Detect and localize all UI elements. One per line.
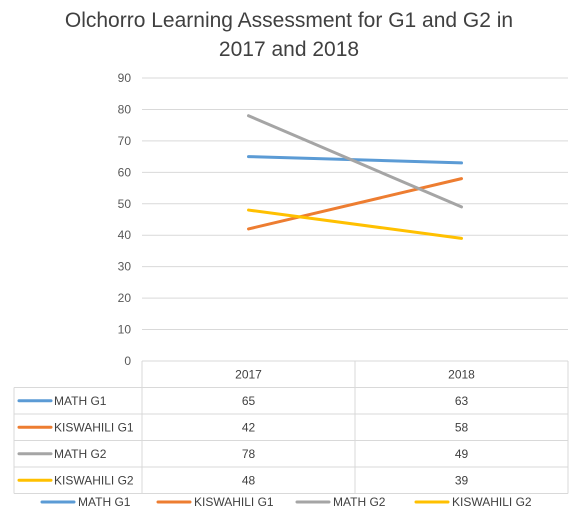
- y-tick-label: 40: [118, 228, 132, 242]
- y-tick-label: 70: [118, 134, 132, 148]
- legend-label: MATH G2: [333, 495, 386, 509]
- gridlines: [142, 77, 568, 331]
- chart-title-line-1: Olchorro Learning Assessment for G1 and …: [64, 9, 514, 32]
- data-label: 78: [242, 447, 256, 461]
- data-label: 49: [455, 447, 469, 461]
- chart-title: Olchorro Learning Assessment for G1 and …: [0, 6, 578, 64]
- x-tick-label: 2017: [235, 367, 262, 381]
- series-lines: [247, 114, 463, 240]
- legend-label: KISWAHILI G2: [452, 495, 532, 509]
- series-line-math-g2: [247, 114, 463, 209]
- y-axis-ticks: 0 10 20 30 40 50 60 70 80 90: [118, 71, 132, 368]
- data-label: 63: [455, 394, 469, 408]
- y-tick-label: 10: [118, 323, 132, 337]
- data-label: 65: [242, 394, 256, 408]
- data-label: 39: [455, 473, 469, 487]
- table-series-label: KISWAHILI G1: [54, 420, 134, 434]
- y-tick-label: 0: [124, 354, 131, 368]
- y-tick-label: 90: [118, 71, 132, 85]
- x-tick-label: 2018: [448, 367, 475, 381]
- table-series-label: KISWAHILI G2: [54, 473, 134, 487]
- y-tick-label: 30: [118, 260, 132, 274]
- y-tick-label: 80: [118, 102, 132, 116]
- legend-label: KISWAHILI G1: [194, 495, 274, 509]
- table-series-label: MATH G1: [54, 394, 107, 408]
- legend: MATH G1 KISWAHILI G1 MATH G2 KISWAHILI G2: [40, 495, 532, 509]
- y-tick-label: 50: [118, 197, 132, 211]
- data-table: 2017 2018 MATH G1 65 63 KISWAHILI G1 42 58 MATH …: [13, 360, 569, 494]
- series-line-kiswahili-g2: [247, 208, 463, 240]
- legend-label: MATH G1: [78, 495, 131, 509]
- data-label: 58: [455, 420, 469, 434]
- y-tick-label: 20: [118, 291, 132, 305]
- chart-title-line-2: 2017 and 2018: [218, 38, 360, 61]
- data-label: 42: [242, 420, 256, 434]
- table-series-label: MATH G2: [54, 447, 107, 461]
- y-tick-label: 60: [118, 165, 132, 179]
- series-line-kiswahili-g1: [247, 177, 463, 231]
- data-label: 48: [242, 473, 256, 487]
